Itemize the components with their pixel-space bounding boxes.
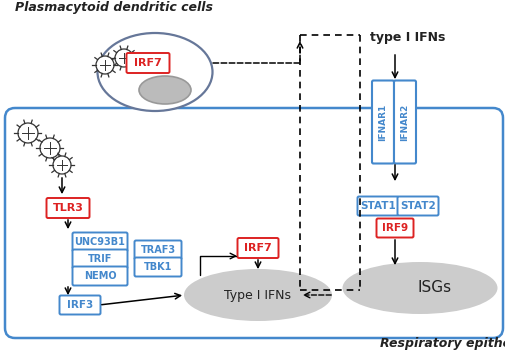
Circle shape [40,138,60,158]
Circle shape [96,56,114,74]
Text: type I IFNs: type I IFNs [369,31,444,44]
FancyBboxPatch shape [46,198,89,218]
Ellipse shape [139,76,190,104]
Text: Respiratory epithelial cells: Respiratory epithelial cells [379,337,505,350]
Text: IRF9: IRF9 [381,223,407,233]
Text: NEMO: NEMO [83,271,116,281]
Text: TRAF3: TRAF3 [140,245,175,255]
Text: IFNAR1: IFNAR1 [378,103,387,141]
Ellipse shape [342,262,496,314]
Circle shape [53,156,71,174]
Text: ISGs: ISGs [417,281,451,295]
FancyBboxPatch shape [5,108,502,338]
Text: TRIF: TRIF [88,254,112,264]
Text: STAT2: STAT2 [399,201,435,211]
FancyBboxPatch shape [237,238,278,258]
FancyBboxPatch shape [357,196,398,215]
FancyBboxPatch shape [72,233,127,251]
Text: IRF7: IRF7 [243,243,271,253]
Text: IFNAR2: IFNAR2 [400,103,409,141]
Text: STAT1: STAT1 [360,201,395,211]
FancyBboxPatch shape [60,295,100,314]
FancyBboxPatch shape [397,196,438,215]
FancyBboxPatch shape [134,258,181,277]
Text: Plasmacytoid dendritic cells: Plasmacytoid dendritic cells [15,1,213,14]
FancyBboxPatch shape [126,53,169,73]
Text: IRF3: IRF3 [67,300,93,310]
FancyBboxPatch shape [72,250,127,269]
Ellipse shape [184,269,331,321]
Ellipse shape [97,33,212,111]
FancyBboxPatch shape [72,266,127,285]
FancyBboxPatch shape [371,81,393,163]
Text: TLR3: TLR3 [53,203,83,213]
Text: IRF7: IRF7 [134,58,162,68]
Text: TBK1: TBK1 [143,262,172,272]
FancyBboxPatch shape [376,219,413,238]
Text: Type I IFNs: Type I IFNs [224,289,291,302]
Circle shape [115,49,133,67]
FancyBboxPatch shape [134,240,181,259]
Text: UNC93B1: UNC93B1 [74,237,125,247]
FancyBboxPatch shape [393,81,415,163]
Circle shape [18,123,38,143]
